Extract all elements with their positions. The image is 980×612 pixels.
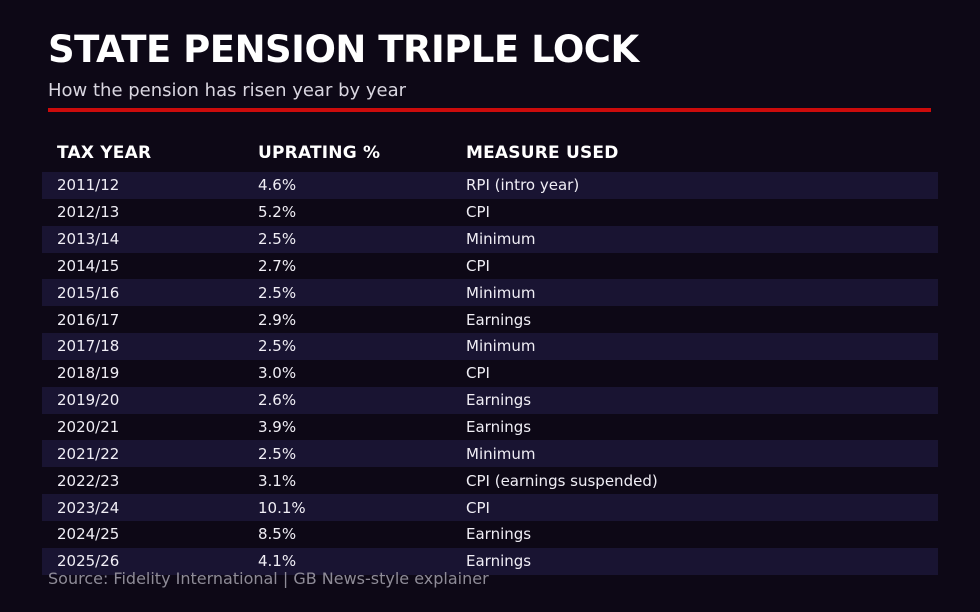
table-row: 2022/23 3.1% CPI (earnings suspended) (42, 467, 938, 494)
column-header-tax-year: TAX YEAR (57, 142, 152, 163)
cell-measure: Earnings (466, 418, 532, 437)
table-row: 2015/16 2.5% Minimum (42, 279, 938, 307)
cell-uprating: 4.6% (258, 176, 297, 195)
cell-uprating: 2.5% (258, 230, 297, 249)
cell-tax-year: 2020/21 (57, 418, 120, 437)
cell-uprating: 2.6% (258, 391, 297, 410)
cell-measure: Earnings (466, 391, 532, 410)
cell-tax-year: 2024/25 (57, 525, 120, 544)
cell-uprating: 10.1% (258, 498, 306, 517)
cell-measure: CPI (466, 364, 490, 383)
cell-tax-year: 2012/13 (57, 203, 120, 222)
cell-measure: CPI (466, 203, 490, 222)
cell-uprating: 5.2% (258, 203, 297, 222)
cell-measure: Earnings (466, 310, 532, 329)
table-header: TAX YEAR UPRATING % MEASURE USED (42, 139, 938, 166)
source-note: Source: Fidelity International | GB News… (48, 569, 489, 588)
accent-divider (48, 108, 931, 112)
cell-measure: CPI (466, 256, 490, 275)
cell-uprating: 3.0% (258, 364, 297, 383)
cell-tax-year: 2018/19 (57, 364, 120, 383)
cell-tax-year: 2017/18 (57, 337, 120, 356)
cell-uprating: 4.1% (258, 552, 297, 571)
table-row: 2023/24 10.1% CPI (42, 494, 938, 521)
cell-uprating: 2.5% (258, 283, 297, 302)
cell-measure: Minimum (466, 230, 536, 249)
cell-measure: Minimum (466, 283, 536, 302)
cell-measure: Earnings (466, 552, 532, 571)
table-row: 2021/22 2.5% Minimum (42, 440, 938, 468)
cell-tax-year: 2019/20 (57, 391, 120, 410)
column-header-uprating: UPRATING % (258, 142, 381, 163)
cell-uprating: 2.5% (258, 444, 297, 463)
cell-measure: Minimum (466, 337, 536, 356)
table-row: 2024/25 8.5% Earnings (42, 521, 938, 548)
cell-tax-year: 2025/26 (57, 552, 120, 571)
cell-tax-year: 2014/15 (57, 256, 120, 275)
table-row: 2019/20 2.6% Earnings (42, 386, 938, 414)
cell-uprating: 2.9% (258, 310, 297, 329)
cell-uprating: 2.7% (258, 256, 297, 275)
table-row: 2025/26 4.1% Earnings (42, 547, 938, 575)
cell-uprating: 2.5% (258, 337, 297, 356)
cell-tax-year: 2011/12 (57, 176, 120, 195)
cell-tax-year: 2023/24 (57, 498, 120, 517)
cell-measure: CPI (466, 498, 490, 517)
table-row: 2017/18 2.5% Minimum (42, 333, 938, 360)
column-header-measure: MEASURE USED (466, 142, 619, 163)
cell-measure: CPI (earnings suspended) (466, 471, 658, 490)
cell-tax-year: 2015/16 (57, 283, 120, 302)
cell-uprating: 3.1% (258, 471, 297, 490)
table-row: 2012/13 5.2% CPI (42, 199, 938, 226)
table-row: 2013/14 2.5% Minimum (42, 225, 938, 253)
cell-measure: Earnings (466, 525, 532, 544)
table-row: 2020/21 3.9% Earnings (42, 414, 938, 441)
table-row: 2014/15 2.7% CPI (42, 253, 938, 280)
table-row: 2016/17 2.9% Earnings (42, 306, 938, 333)
table-row: 2011/12 4.6% RPI (intro year) (42, 172, 938, 199)
cell-tax-year: 2016/17 (57, 310, 120, 329)
page-subtitle: How the pension has risen year by year (48, 80, 407, 101)
cell-tax-year: 2022/23 (57, 471, 120, 490)
table-body: 2011/12 4.6% RPI (intro year) 2012/13 5.2% CP… (42, 172, 938, 575)
cell-measure: RPI (intro year) (466, 176, 580, 195)
cell-uprating: 3.9% (258, 418, 297, 437)
cell-uprating: 8.5% (258, 525, 297, 544)
page-title: STATE PENSION TRIPLE LOCK (48, 28, 639, 71)
cell-measure: Minimum (466, 444, 536, 463)
cell-tax-year: 2013/14 (57, 230, 120, 249)
table-row: 2018/19 3.0% CPI (42, 360, 938, 387)
cell-tax-year: 2021/22 (57, 444, 120, 463)
